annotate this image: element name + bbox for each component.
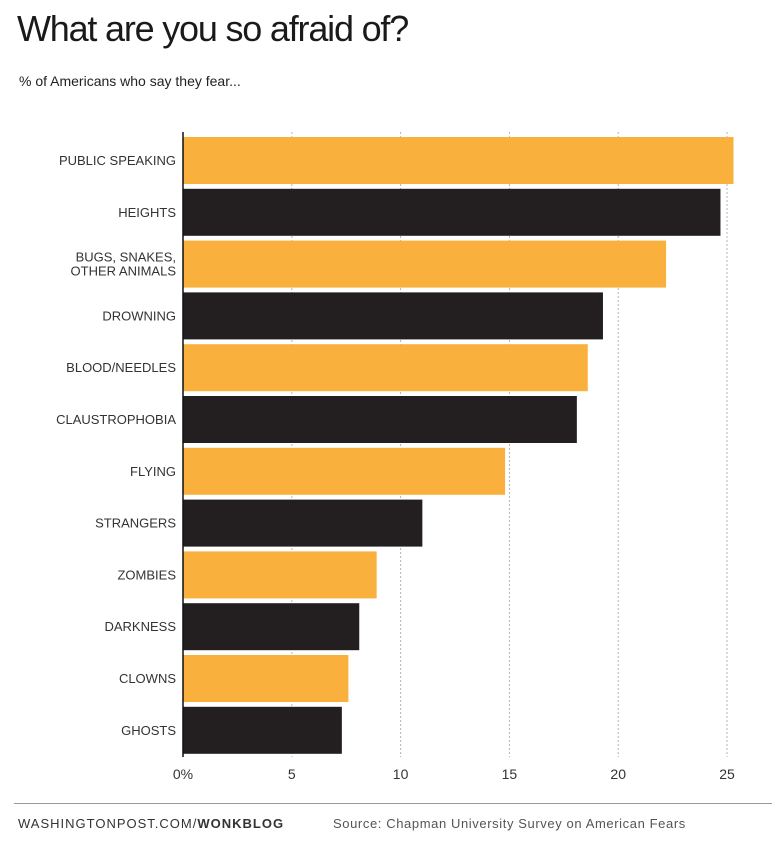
bar bbox=[183, 551, 377, 599]
category-label: FLYING bbox=[130, 464, 176, 479]
category-label: ZOMBIES bbox=[117, 567, 176, 582]
footer-credit[interactable]: WASHINGTONPOST.COM/WONKBLOG bbox=[18, 816, 284, 831]
chart-title: What are you so afraid of? bbox=[17, 8, 409, 49]
footer-divider bbox=[14, 803, 772, 804]
bar bbox=[183, 188, 721, 236]
x-tick-labels: 0% 5 10 15 20 25 bbox=[173, 766, 735, 782]
category-label: PUBLIC SPEAKING bbox=[59, 153, 176, 168]
category-label: GHOSTS bbox=[121, 723, 176, 738]
x-tick-label: 10 bbox=[393, 766, 409, 782]
chart-subtitle: % of Americans who say they fear... bbox=[19, 73, 241, 89]
bar bbox=[183, 706, 342, 754]
category-label: BLOOD/NEEDLES bbox=[66, 360, 176, 375]
category-label: HEIGHTS bbox=[118, 205, 176, 220]
bar bbox=[183, 344, 588, 392]
category-label: DARKNESS bbox=[104, 619, 176, 634]
credit-brand: WONKBLOG bbox=[197, 816, 285, 831]
bar bbox=[183, 499, 423, 547]
source-note: Source: Chapman University Survey on Ame… bbox=[333, 816, 686, 831]
x-tick-label: 0% bbox=[173, 766, 193, 782]
bars bbox=[183, 137, 734, 754]
bar bbox=[183, 396, 577, 443]
x-tick-label: 25 bbox=[719, 766, 735, 782]
bar-chart: PUBLIC SPEAKING HEIGHTS BUGS, SNAKES, OTHER… bbox=[56, 132, 735, 782]
category-label: CLOWNS bbox=[119, 671, 176, 686]
bar bbox=[183, 137, 734, 184]
category-label: DROWNING bbox=[102, 308, 176, 323]
bar bbox=[183, 603, 360, 651]
x-tick-label: 15 bbox=[502, 766, 518, 782]
bar bbox=[183, 447, 506, 495]
x-tick-label: 20 bbox=[610, 766, 626, 782]
credit-site: WASHINGTONPOST.COM/ bbox=[18, 816, 198, 831]
category-label: STRANGERS bbox=[95, 516, 176, 531]
bar bbox=[183, 655, 349, 702]
bar bbox=[183, 292, 603, 340]
x-tick-label: 5 bbox=[288, 766, 296, 782]
bar bbox=[183, 240, 667, 288]
category-label: BUGS, SNAKES, OTHER ANIMALS bbox=[71, 250, 177, 279]
category-label: CLAUSTROPHOBIA bbox=[56, 412, 176, 427]
category-labels: PUBLIC SPEAKING HEIGHTS BUGS, SNAKES, OTHER… bbox=[56, 153, 176, 738]
gridlines bbox=[291, 132, 728, 757]
